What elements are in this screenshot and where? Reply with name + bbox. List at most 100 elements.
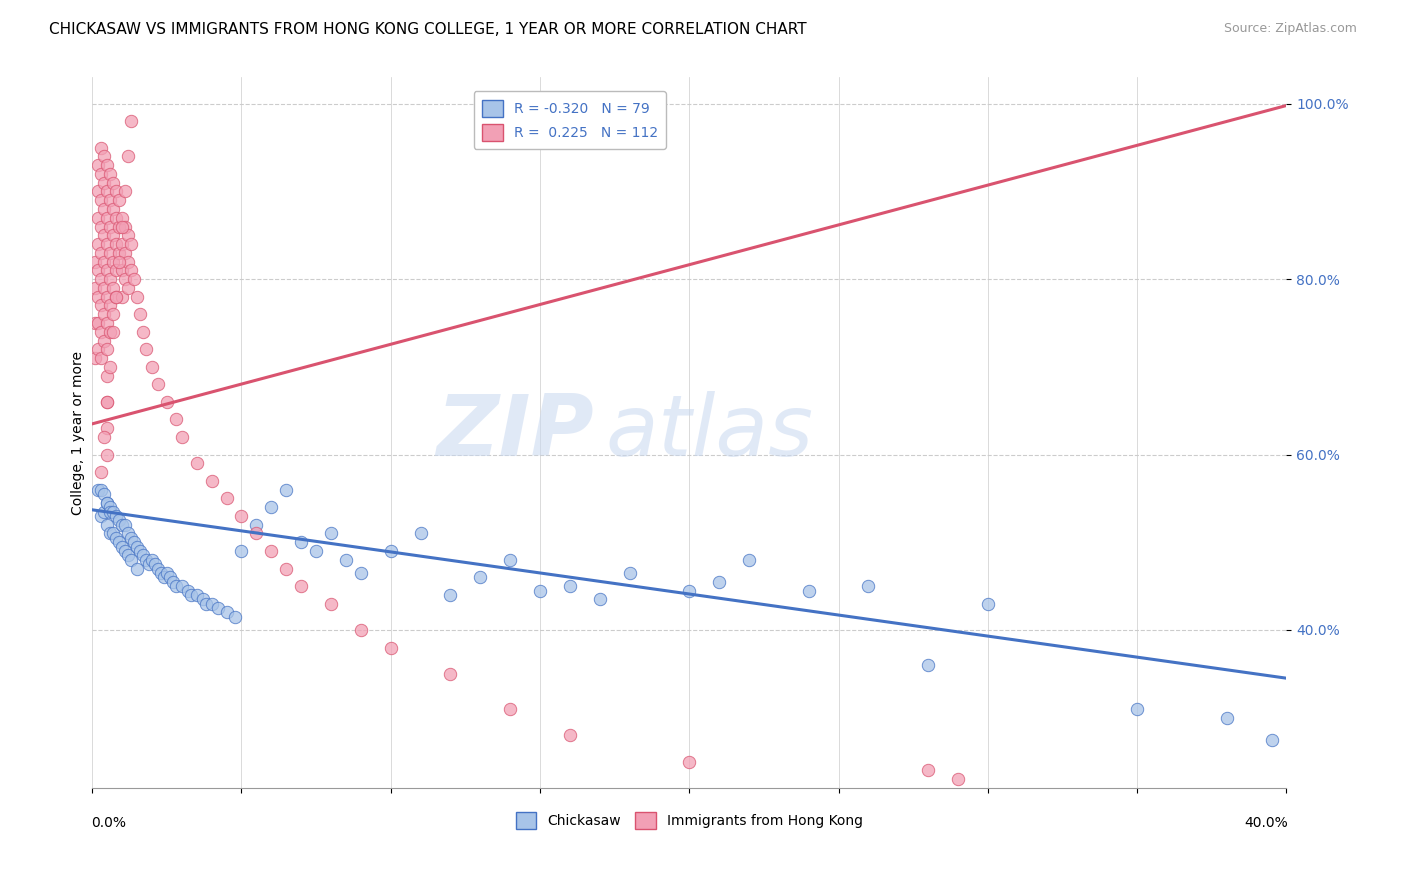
- Point: [96, 421, 118, 435]
- Point: [90, 465, 112, 479]
- Point: [499, 553, 522, 567]
- Point: [93, 228, 115, 243]
- Point: [589, 592, 612, 607]
- Point: [117, 526, 139, 541]
- Point: [276, 561, 298, 575]
- Point: [738, 553, 761, 567]
- Point: [114, 517, 136, 532]
- Point: [98, 298, 121, 312]
- Point: [105, 211, 128, 225]
- Point: [96, 290, 118, 304]
- Point: [135, 343, 157, 357]
- Point: [319, 526, 342, 541]
- Point: [380, 544, 402, 558]
- Point: [350, 566, 373, 580]
- Point: [917, 658, 939, 673]
- Point: [87, 483, 110, 497]
- Point: [90, 245, 112, 260]
- Point: [96, 448, 118, 462]
- Point: [470, 570, 492, 584]
- Point: [96, 211, 118, 225]
- Point: [87, 290, 110, 304]
- Point: [231, 508, 253, 523]
- Point: [101, 526, 124, 541]
- Point: [177, 583, 200, 598]
- Point: [117, 149, 139, 163]
- Point: [529, 583, 551, 598]
- Point: [93, 307, 115, 321]
- Point: [90, 483, 112, 497]
- Point: [96, 237, 118, 252]
- Point: [96, 158, 118, 172]
- Point: [111, 517, 134, 532]
- Point: [101, 202, 124, 216]
- Point: [98, 272, 121, 286]
- Point: [93, 505, 115, 519]
- Point: [170, 430, 193, 444]
- Point: [98, 219, 121, 234]
- Point: [105, 290, 128, 304]
- Point: [558, 728, 581, 742]
- Point: [84, 316, 107, 330]
- Text: 40.0%: 40.0%: [1244, 816, 1288, 830]
- Point: [120, 263, 142, 277]
- Point: [245, 526, 267, 541]
- Point: [129, 544, 152, 558]
- Point: [101, 325, 124, 339]
- Point: [98, 500, 121, 515]
- Point: [120, 531, 142, 545]
- Point: [1126, 702, 1149, 716]
- Point: [111, 290, 134, 304]
- Point: [98, 359, 121, 374]
- Point: [105, 508, 128, 523]
- Point: [101, 176, 124, 190]
- Text: ZIP: ZIP: [436, 391, 593, 475]
- Point: [260, 544, 283, 558]
- Point: [90, 167, 112, 181]
- Point: [499, 702, 522, 716]
- Point: [159, 570, 181, 584]
- Point: [87, 211, 110, 225]
- Point: [111, 263, 134, 277]
- Point: [87, 158, 110, 172]
- Point: [101, 281, 124, 295]
- Point: [108, 513, 131, 527]
- Point: [135, 553, 157, 567]
- Point: [120, 237, 142, 252]
- Text: 0.0%: 0.0%: [91, 816, 127, 830]
- Point: [156, 395, 179, 409]
- Point: [117, 254, 139, 268]
- Point: [153, 570, 176, 584]
- Point: [1216, 711, 1239, 725]
- Point: [93, 149, 115, 163]
- Point: [117, 281, 139, 295]
- Point: [96, 263, 118, 277]
- Point: [409, 526, 432, 541]
- Point: [165, 412, 187, 426]
- Point: [709, 574, 731, 589]
- Point: [114, 219, 136, 234]
- Point: [117, 228, 139, 243]
- Point: [90, 140, 112, 154]
- Point: [245, 517, 267, 532]
- Point: [439, 588, 461, 602]
- Point: [105, 263, 128, 277]
- Point: [858, 579, 880, 593]
- Point: [125, 561, 148, 575]
- Point: [98, 325, 121, 339]
- Point: [917, 764, 939, 778]
- Point: [319, 597, 342, 611]
- Point: [122, 535, 145, 549]
- Point: [90, 351, 112, 365]
- Point: [132, 325, 155, 339]
- Point: [125, 290, 148, 304]
- Point: [946, 772, 969, 786]
- Point: [141, 553, 163, 567]
- Point: [125, 540, 148, 554]
- Point: [290, 579, 312, 593]
- Point: [186, 456, 208, 470]
- Point: [194, 597, 217, 611]
- Point: [117, 549, 139, 563]
- Point: [98, 526, 121, 541]
- Point: [101, 505, 124, 519]
